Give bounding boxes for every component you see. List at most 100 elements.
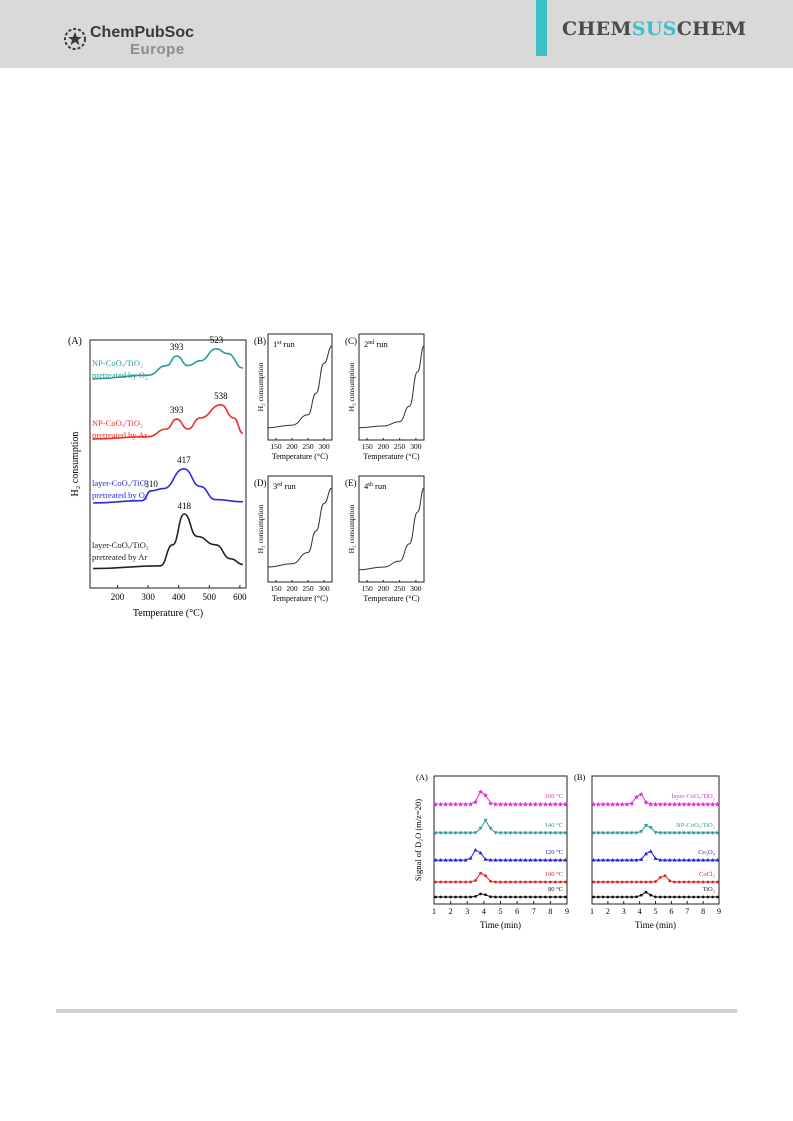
- d2o-marker: [654, 880, 657, 883]
- h2-tpr-curve: [93, 403, 244, 440]
- d2o-x-tick-label: 4: [638, 907, 642, 916]
- d2o-marker: [444, 880, 448, 884]
- d2o-marker: [657, 801, 663, 807]
- d2o-series-label: TiO₂: [702, 886, 715, 893]
- panel-a-frame: [89, 339, 247, 589]
- d2o-marker: [639, 893, 643, 897]
- small-x-tick-label: 200: [286, 442, 298, 451]
- peak-label: 393: [170, 342, 184, 352]
- peak-label: 538: [214, 391, 228, 401]
- d2o-x-tick-label: 8: [548, 907, 552, 916]
- d2o-marker: [459, 880, 462, 884]
- small-panel-run-label: 2nd run: [364, 339, 388, 349]
- d2o-marker: [634, 857, 639, 862]
- d2o-marker: [444, 895, 448, 899]
- d2o-x-tick-label: 5: [499, 907, 503, 916]
- d2o-marker: [672, 831, 677, 835]
- d2o-marker: [558, 895, 562, 899]
- small-panel-run-label: 1st run: [273, 339, 295, 349]
- d2o-marker: [634, 831, 639, 835]
- curve-label: pretreated by Ar: [92, 430, 147, 440]
- d2o-marker: [557, 801, 563, 807]
- small-ylabel: H₂ consumption: [347, 504, 356, 553]
- d2o-marker: [508, 858, 513, 862]
- d2o-marker: [489, 895, 492, 899]
- curve-label: pretreated by O₂: [92, 370, 148, 380]
- d2o-marker: [595, 801, 601, 807]
- h2-tpr-curve: [93, 467, 243, 504]
- d2o-marker: [449, 895, 453, 899]
- small-x-tick-label: 150: [270, 442, 282, 451]
- d2o-marker: [503, 831, 508, 835]
- d2o-marker: [653, 801, 658, 807]
- figure-2-svg: (A) 1 2 3 4 5 6 7 8 9 Time (min) 160 °C 140 °C 120 °C…: [413, 772, 721, 930]
- d2o-marker: [523, 858, 528, 862]
- small-ylabel: H₂ consumption: [256, 362, 265, 411]
- d2o-marker: [606, 880, 610, 884]
- d2o-marker: [673, 880, 676, 884]
- publisher-sub: Europe: [130, 41, 185, 58]
- d2o-series-label: 140 °C: [545, 822, 563, 829]
- d2o-marker: [474, 895, 477, 898]
- d2o-x-tick-label: 3: [622, 907, 626, 916]
- small-panel-frame: [267, 333, 333, 441]
- h2-tpr-curve: [93, 347, 244, 380]
- small-xlabel: Temperature (°C): [363, 594, 420, 603]
- panel-a-x-tick-label: 500: [203, 592, 217, 602]
- d2o-marker: [483, 818, 488, 823]
- d2o-marker: [691, 858, 696, 862]
- d2o-marker: [459, 895, 462, 899]
- d2o-marker: [552, 801, 558, 807]
- d2o-x-tick-label: 9: [717, 907, 721, 916]
- d2o-marker: [620, 858, 625, 862]
- d2o-marker: [696, 831, 701, 835]
- d2o-x-tick-label: 3: [465, 907, 469, 916]
- figure-2: (A) 1 2 3 4 5 6 7 8 9 Time (min) 160 °C 140 °C 120 °C…: [412, 764, 742, 944]
- d2o-x-tick-label: 4: [482, 907, 486, 916]
- d2o-marker: [463, 857, 468, 862]
- d2o-marker: [629, 801, 635, 806]
- d2o-marker: [454, 895, 458, 899]
- d2o-marker: [649, 880, 653, 884]
- d2o-marker: [630, 880, 634, 884]
- d2o-marker: [706, 895, 710, 899]
- small-ylabel: H₂ consumption: [347, 362, 356, 411]
- d2o-marker: [649, 893, 653, 897]
- d2o-marker: [701, 880, 705, 884]
- d2o-marker: [473, 831, 478, 835]
- d2o-marker: [648, 849, 653, 853]
- d2o-marker: [458, 857, 463, 862]
- d2o-marker: [528, 858, 533, 862]
- d2o-marker: [453, 831, 458, 835]
- d2o-marker: [448, 831, 453, 835]
- d2o-marker: [439, 895, 443, 899]
- d2o-marker: [434, 895, 438, 899]
- d2o-marker: [523, 831, 528, 835]
- d2o-series-label: 100 °C: [545, 871, 563, 878]
- d2o-marker: [563, 858, 568, 862]
- d2o-panel-label: (A): [416, 772, 428, 782]
- d2o-marker: [473, 799, 478, 805]
- d2o-marker: [518, 831, 523, 835]
- panel-a-x-tick-label: 600: [233, 592, 247, 602]
- d2o-marker: [438, 801, 444, 807]
- d2o-marker: [543, 880, 547, 884]
- d2o-marker: [615, 801, 620, 807]
- small-panel-label: (C): [345, 336, 357, 346]
- d2o-marker: [508, 801, 513, 807]
- d2o-marker: [469, 880, 472, 884]
- d2o-marker: [601, 880, 605, 884]
- d2o-marker: [658, 831, 663, 835]
- d2o-marker: [513, 801, 518, 807]
- d2o-marker: [605, 831, 610, 835]
- d2o-x-tick-label: 2: [606, 907, 610, 916]
- d2o-marker: [701, 858, 706, 862]
- peak-label: 393: [170, 405, 184, 415]
- d2o-marker: [493, 858, 498, 862]
- d2o-x-tick-label: 1: [432, 907, 436, 916]
- d2o-marker: [443, 858, 448, 862]
- d2o-marker: [448, 801, 454, 807]
- d2o-marker: [596, 880, 600, 884]
- d2o-marker: [677, 858, 682, 862]
- d2o-marker: [686, 831, 691, 835]
